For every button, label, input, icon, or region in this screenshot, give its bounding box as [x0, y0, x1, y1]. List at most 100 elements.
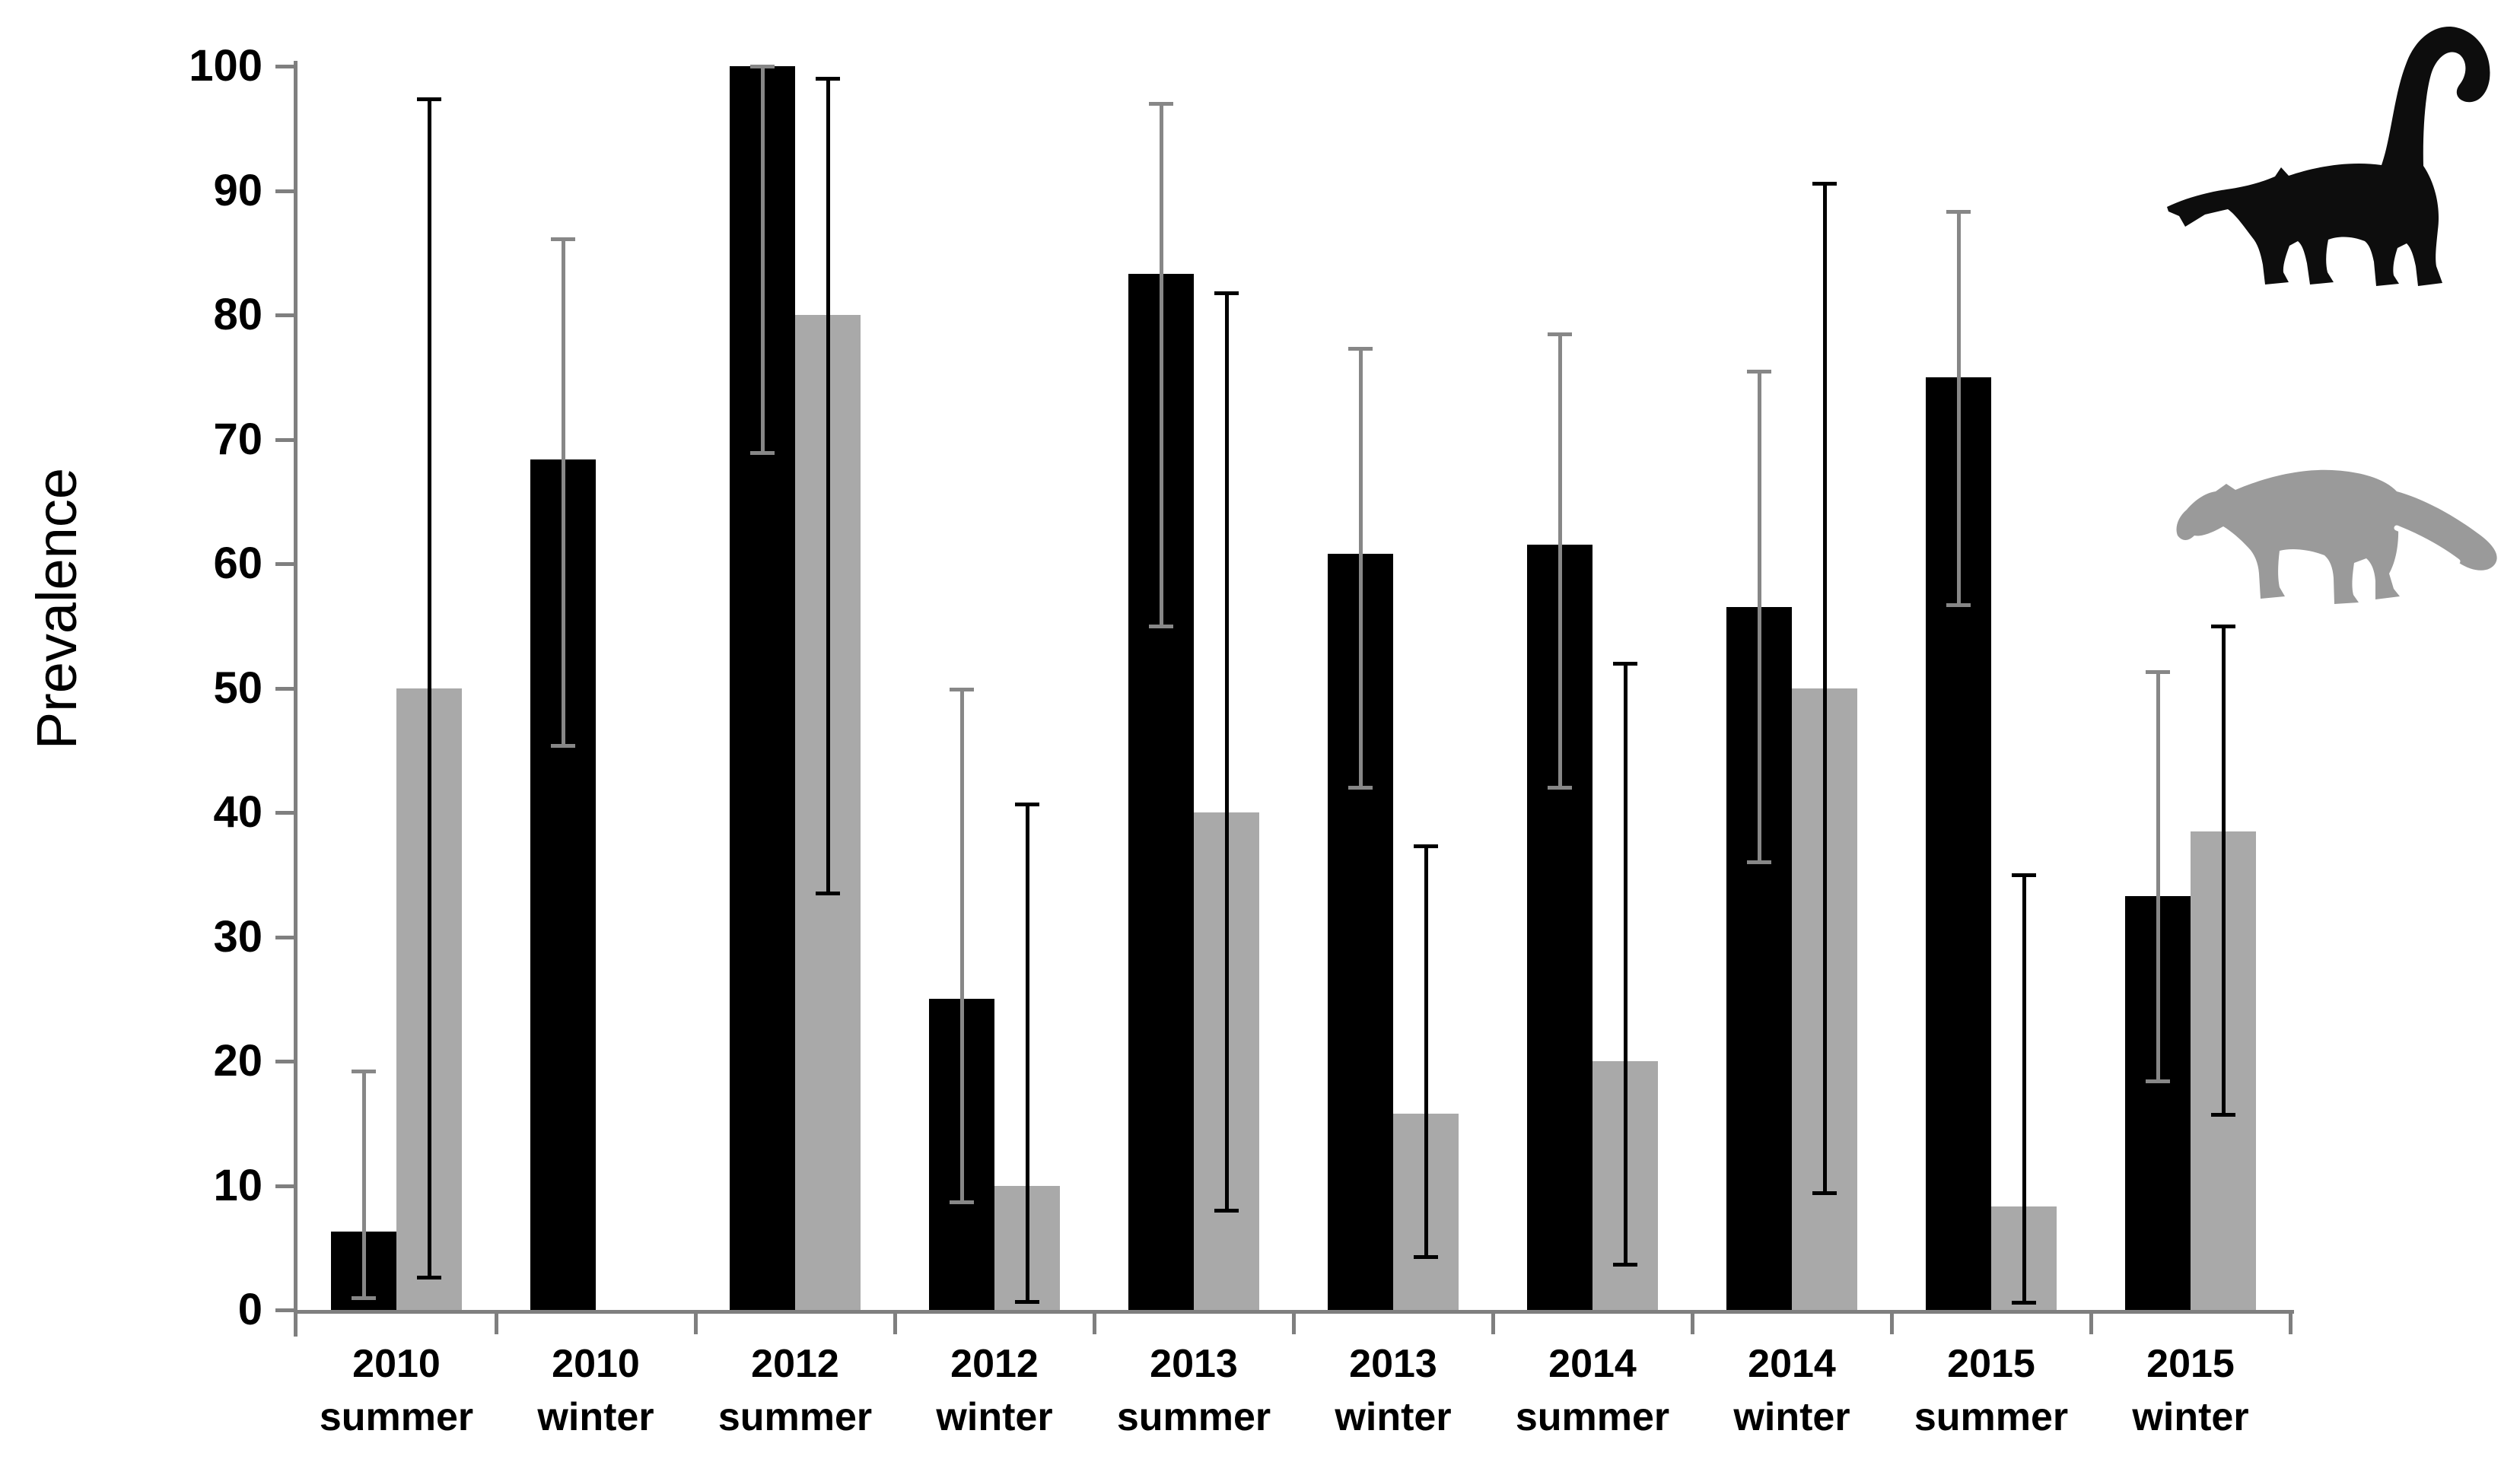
error-bar-cap-bottom-black-2015-summer — [1946, 602, 1971, 607]
error-bar-cap-bottom-black-2014-winter — [1747, 860, 1771, 865]
error-bar-cap-top-black-2012-summer — [750, 65, 775, 68]
x-label-season: winter — [2132, 1395, 2249, 1439]
error-bar-cap-bottom-black-2012-winter — [950, 1200, 974, 1204]
error-bar-cap-top-gray-2013-summer — [1214, 291, 1239, 295]
error-bar-cap-bottom-gray-2015-winter — [2211, 1113, 2235, 1117]
error-bar-cap-bottom-gray-2015-summer — [2012, 1301, 2036, 1305]
y-tick-mark-60 — [275, 562, 297, 566]
x-label-year: 2012 — [950, 1342, 1039, 1386]
error-bar-line-black-2010-winter — [561, 239, 565, 745]
y-tick-label-30: 30 — [213, 911, 262, 962]
error-bar-cap-top-black-2014-summer — [1548, 332, 1572, 336]
x-label-2012-winter: 2012 winter — [895, 1337, 1094, 1444]
error-bar-cap-bottom-gray-2010-summer — [417, 1276, 441, 1280]
y-tick-label-10: 10 — [213, 1160, 262, 1210]
error-bar-line-gray-2014-winter — [1822, 183, 1827, 1194]
y-tick-label-80: 80 — [213, 290, 262, 339]
error-bar-cap-bottom-black-2010-winter — [551, 743, 575, 748]
x-tick-mark-3 — [893, 1310, 897, 1334]
error-bar-line-gray-2010-summer — [427, 98, 431, 1278]
error-bar-line-gray-2012-winter — [1025, 803, 1029, 1302]
error-bar-line-gray-2013-winter — [1424, 846, 1428, 1257]
x-label-year: 2013 — [1150, 1342, 1238, 1386]
x-label-2014-winter: 2014 winter — [1692, 1337, 1892, 1444]
x-label-season: summer — [1914, 1395, 2069, 1439]
error-bar-cap-top-black-2015-winter — [2146, 670, 2170, 675]
x-label-year: 2014 — [1748, 1342, 1836, 1386]
gray-mammal-silhouette-icon — [2176, 469, 2497, 604]
error-bar-line-black-2013-summer — [1159, 103, 1163, 626]
x-label-season: summer — [718, 1395, 873, 1439]
x-label-season: winter — [537, 1395, 654, 1439]
error-bar-cap-bottom-gray-2014-summer — [1613, 1262, 1637, 1267]
gray-mammal-silhouette-path — [2176, 469, 2497, 604]
y-tick-label-50: 50 — [213, 663, 262, 713]
error-bar-cap-bottom-gray-2014-winter — [1812, 1191, 1837, 1196]
x-label-2010-winter: 2010 winter — [496, 1337, 695, 1444]
x-label-year: 2015 — [2146, 1342, 2235, 1386]
error-bar-cap-top-gray-2015-winter — [2211, 624, 2235, 628]
x-tick-mark-8 — [1890, 1310, 1894, 1334]
x-label-year: 2010 — [352, 1342, 441, 1386]
y-tick-mark-70 — [275, 437, 297, 442]
x-label-season: winter — [1733, 1395, 1850, 1439]
y-tick-label-60: 60 — [213, 539, 262, 588]
y-tick-mark-90 — [275, 189, 297, 193]
x-tick-mark-2 — [694, 1310, 698, 1334]
y-tick-mark-50 — [275, 686, 297, 691]
error-bar-cap-bottom-black-2013-winter — [1348, 786, 1373, 790]
y-axis-line — [294, 61, 298, 1337]
error-bar-cap-bottom-black-2013-summer — [1149, 624, 1173, 628]
x-label-2013-summer: 2013 summer — [1094, 1337, 1293, 1444]
error-bar-cap-top-black-2013-winter — [1348, 347, 1373, 351]
x-label-2013-winter: 2013 winter — [1293, 1337, 1493, 1444]
x-tick-mark-6 — [1491, 1310, 1495, 1334]
error-bar-cap-bottom-black-2010-summer — [352, 1295, 376, 1300]
x-tick-mark-4 — [1093, 1310, 1096, 1334]
error-bar-line-gray-2013-summer — [1224, 292, 1229, 1211]
error-bar-line-gray-2015-summer — [2022, 874, 2026, 1303]
error-bar-cap-bottom-black-2015-winter — [2146, 1079, 2170, 1084]
y-tick-label-100: 100 — [189, 41, 262, 91]
error-bar-cap-top-black-2013-summer — [1149, 102, 1173, 106]
x-tick-mark-9 — [2089, 1310, 2093, 1334]
y-tick-mark-100 — [275, 65, 297, 68]
error-bar-line-black-2015-summer — [1956, 211, 1961, 605]
error-bar-line-black-2014-winter — [1757, 370, 1761, 863]
error-bar-cap-top-black-2010-winter — [551, 237, 575, 242]
x-tick-mark-1 — [495, 1310, 498, 1334]
x-label-season: winter — [1335, 1395, 1452, 1439]
error-bar-cap-bottom-black-2014-summer — [1548, 786, 1572, 790]
y-tick-label-70: 70 — [213, 414, 262, 464]
x-label-2012-summer: 2012 summer — [695, 1337, 895, 1444]
y-tick-mark-40 — [275, 811, 297, 815]
x-label-season: winter — [936, 1395, 1053, 1439]
error-bar-cap-bottom-gray-2013-winter — [1414, 1254, 1438, 1259]
y-tick-mark-20 — [275, 1060, 297, 1063]
error-bar-line-black-2010-summer — [361, 1071, 366, 1298]
x-tick-mark-5 — [1292, 1310, 1296, 1334]
x-tick-mark-10 — [2289, 1310, 2292, 1334]
error-bar-cap-bottom-black-2012-summer — [750, 451, 775, 456]
y-tick-mark-80 — [275, 313, 297, 317]
y-tick-mark-30 — [275, 935, 297, 939]
x-label-season: summer — [319, 1395, 474, 1439]
x-label-year: 2010 — [552, 1342, 640, 1386]
error-bar-line-black-2012-summer — [760, 66, 765, 453]
x-label-year: 2012 — [751, 1342, 839, 1386]
error-bar-line-black-2013-winter — [1358, 348, 1363, 788]
error-bar-cap-top-gray-2010-summer — [417, 97, 441, 101]
y-tick-mark-0 — [275, 1308, 297, 1312]
x-label-2015-summer: 2015 summer — [1892, 1337, 2091, 1444]
y-tick-label-20: 20 — [213, 1036, 262, 1086]
x-label-season: summer — [1515, 1395, 1670, 1439]
error-bar-line-black-2012-winter — [959, 689, 964, 1202]
error-bar-cap-top-gray-2015-summer — [2012, 873, 2036, 877]
error-bar-line-black-2015-winter — [2156, 672, 2160, 1082]
error-bar-cap-top-gray-2012-summer — [816, 77, 840, 81]
error-bar-cap-top-black-2010-summer — [352, 1070, 376, 1074]
x-label-2015-winter: 2015 winter — [2091, 1337, 2290, 1444]
error-bar-cap-top-gray-2012-winter — [1015, 802, 1039, 806]
x-label-year: 2013 — [1349, 1342, 1437, 1386]
